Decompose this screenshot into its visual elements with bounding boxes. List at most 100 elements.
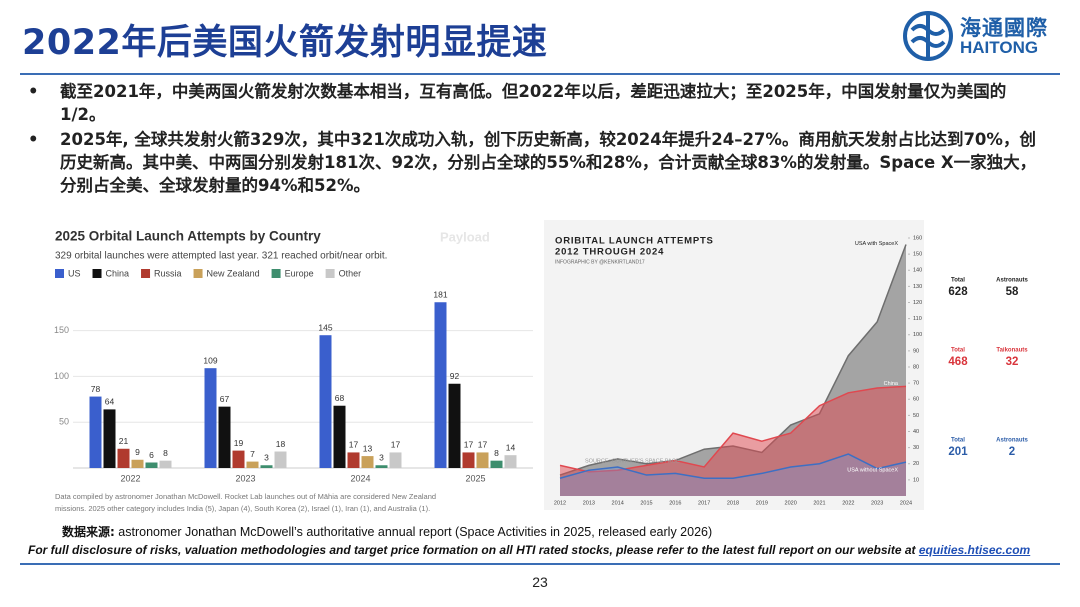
logo-icon — [903, 11, 953, 61]
x-tick-label: 2021 — [813, 500, 825, 506]
bar — [462, 452, 475, 468]
x-tick-label: 2016 — [669, 500, 681, 506]
y-tick-label: 120 — [913, 300, 922, 306]
stat-value: 628 — [948, 286, 968, 298]
legend-swatch — [325, 269, 335, 278]
x-tick-label: 2019 — [756, 500, 768, 506]
stat-label: Total — [951, 348, 965, 354]
bar — [89, 396, 102, 468]
chart-title: 2025 Orbital Launch Attempts by Country — [55, 229, 321, 244]
stat-label: Astronauts — [996, 438, 1028, 444]
y-tick-label: 130 — [913, 284, 922, 290]
series-label: USA with SpaceX — [855, 241, 898, 247]
x-tick-label: 2020 — [785, 500, 797, 506]
value-label: 7 — [250, 449, 255, 459]
legend-label: Russia — [154, 268, 182, 278]
chart-credit: INFOGRAPHIC BY @KENKIRTLAND17 — [555, 259, 645, 265]
bar — [204, 368, 217, 468]
series-label: USA without SpaceX — [847, 468, 898, 474]
source-label: 数据来源: — [62, 525, 115, 539]
source-note: 数据来源: astronomer Jonathan McDowell’s aut… — [62, 523, 712, 540]
value-label: 18 — [276, 439, 286, 449]
bar — [434, 302, 447, 468]
stat-label: Astronauts — [996, 278, 1028, 284]
y-tick-label: 100 — [54, 371, 69, 381]
bar — [232, 450, 245, 468]
series-label: China — [884, 381, 899, 387]
value-label: 21 — [119, 436, 129, 446]
footnote: missions. 2025 other category includes I… — [55, 504, 430, 513]
logo-en: HAITONG — [960, 38, 1039, 57]
stat-value: 58 — [1006, 286, 1019, 298]
value-label: 17 — [349, 440, 359, 450]
value-label: 17 — [391, 440, 401, 450]
value-label: 3 — [264, 453, 269, 463]
bar — [274, 451, 287, 468]
legend-swatch — [55, 269, 64, 278]
slide-title: 2022年后美国火箭发射明显提速 — [22, 23, 548, 63]
bar — [347, 452, 360, 468]
line — [559, 385, 907, 473]
x-tick-label: 2023 — [871, 500, 883, 506]
value-label: 9 — [135, 447, 140, 457]
x-tick-label: 2018 — [727, 500, 739, 506]
x-tick-label: 2014 — [612, 500, 624, 506]
y-tick-label: 50 — [913, 413, 919, 419]
y-tick-label: 150 — [913, 252, 922, 258]
value-label: 78 — [91, 384, 101, 394]
bar-chart: 2025 Orbital Launch Attempts by Country 3… — [54, 229, 533, 513]
chart-source: SOURCE: GUNTHER'S SPACE PAGE — [585, 458, 680, 464]
value-label: 17 — [478, 440, 488, 450]
x-tick-label: 2022 — [120, 473, 140, 483]
y-tick-label: 20 — [913, 461, 919, 467]
bullet-list: 截至2021年，中美两国火箭发射次数基本相当，互有高低。但2022年以后，差距迅… — [28, 80, 1038, 199]
bar — [476, 452, 489, 468]
x-tick-label: 2017 — [698, 500, 710, 506]
y-tick-label: 30 — [913, 445, 919, 451]
value-label: 109 — [203, 355, 217, 365]
line — [559, 453, 907, 480]
value-label: 3 — [379, 453, 384, 463]
y-tick-label: 80 — [913, 364, 919, 370]
value-label: 19 — [234, 438, 244, 448]
bar — [246, 461, 259, 468]
bar — [218, 406, 231, 468]
stat-value: 468 — [948, 356, 968, 368]
stat-label: Total — [951, 438, 965, 444]
divider — [20, 73, 1060, 75]
x-tick-label: 2012 — [554, 500, 566, 506]
value-label: 67 — [220, 394, 230, 404]
legend-label: Europe — [285, 268, 314, 278]
y-tick-label: 90 — [913, 348, 919, 354]
bullet: 截至2021年，中美两国火箭发射次数基本相当，互有高低。但2022年以后，差距迅… — [28, 80, 1038, 126]
legend-swatch — [193, 269, 203, 278]
bar — [361, 456, 374, 468]
stat-value: 2 — [1009, 446, 1015, 458]
disclaimer-link[interactable]: equities.htisec.com — [918, 543, 1031, 557]
y-tick-label: 10 — [913, 477, 919, 483]
bar — [319, 335, 332, 468]
legend-label: New Zealand — [207, 268, 260, 278]
bar — [103, 409, 116, 468]
value-label: 181 — [433, 289, 447, 299]
bullet: 2025年, 全球共发射火箭329次，其中321次成功入轨，创下历史新高，较20… — [28, 128, 1038, 197]
legend-swatch — [271, 269, 281, 278]
footnote: Data compiled by astronomer Jonathan McD… — [55, 492, 436, 501]
stat-label: Total — [951, 278, 965, 284]
x-tick-label: 2023 — [235, 473, 255, 483]
x-tick-label: 2024 — [900, 500, 912, 506]
bar — [504, 455, 517, 468]
value-label: 17 — [464, 440, 474, 450]
bar — [260, 465, 273, 468]
watermark: Payload — [440, 229, 490, 244]
value-label: 64 — [105, 397, 115, 407]
value-label: 92 — [450, 371, 460, 381]
disclaimer: For full disclosure of risks, valuation … — [28, 543, 1030, 557]
value-label: 145 — [318, 322, 332, 332]
value-label: 6 — [149, 450, 154, 460]
bar — [333, 405, 346, 468]
chart-subtitle: 2012 THROUGH 2024 — [555, 247, 664, 258]
x-tick-label: 2013 — [583, 500, 595, 506]
